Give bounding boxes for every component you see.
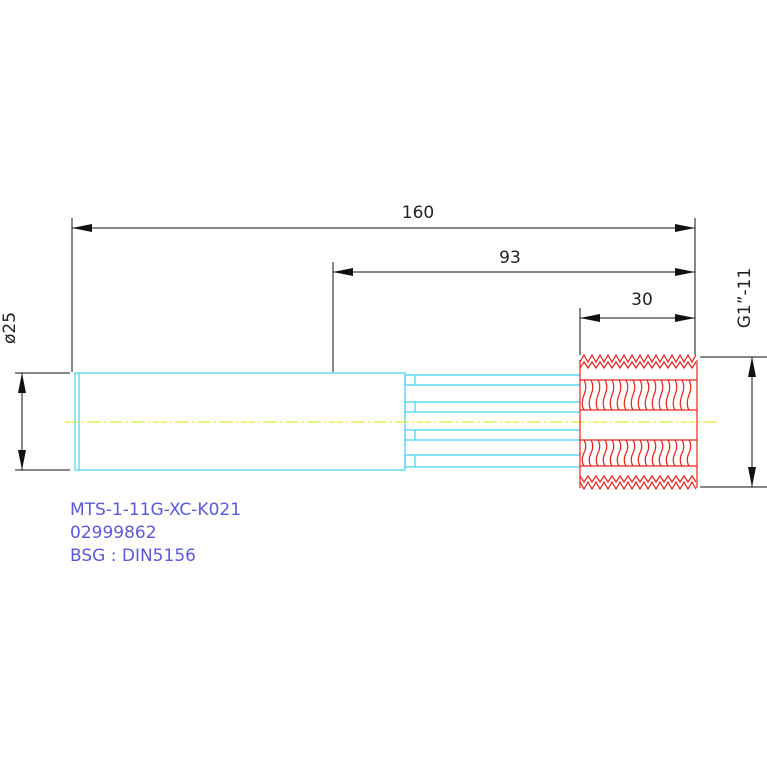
thread-teeth bbox=[581, 379, 692, 411]
thread-band bbox=[580, 439, 697, 467]
dim-text: 93 bbox=[499, 248, 521, 268]
label-line: MTS-1-11G-XC-K021 bbox=[70, 500, 241, 520]
label-line: BSG : DIN5156 bbox=[70, 546, 196, 566]
thread-root-top bbox=[579, 360, 697, 370]
dimension-93: 93 bbox=[332, 248, 695, 372]
dimension-thread: G1”-11 bbox=[700, 268, 767, 488]
dim-text: 30 bbox=[631, 290, 653, 310]
dim-text: G1”-11 bbox=[735, 268, 755, 329]
label-line: 02999862 bbox=[70, 523, 157, 543]
dim-text: ø25 bbox=[0, 312, 20, 344]
dimension-160: 160 bbox=[71, 203, 696, 372]
dimension-diameter: ø25 bbox=[0, 312, 70, 471]
dim-text: 160 bbox=[402, 203, 434, 223]
thread-crest-top bbox=[579, 353, 697, 364]
shank bbox=[74, 372, 580, 471]
flutes bbox=[404, 374, 580, 468]
thread-crest-bottom bbox=[579, 480, 697, 491]
dimension-30: 30 bbox=[579, 290, 695, 355]
thread-root-bottom bbox=[579, 474, 697, 484]
thread-teeth bbox=[581, 439, 692, 467]
thread bbox=[579, 353, 698, 491]
thread-band bbox=[580, 379, 697, 411]
arrows bbox=[18, 373, 26, 470]
